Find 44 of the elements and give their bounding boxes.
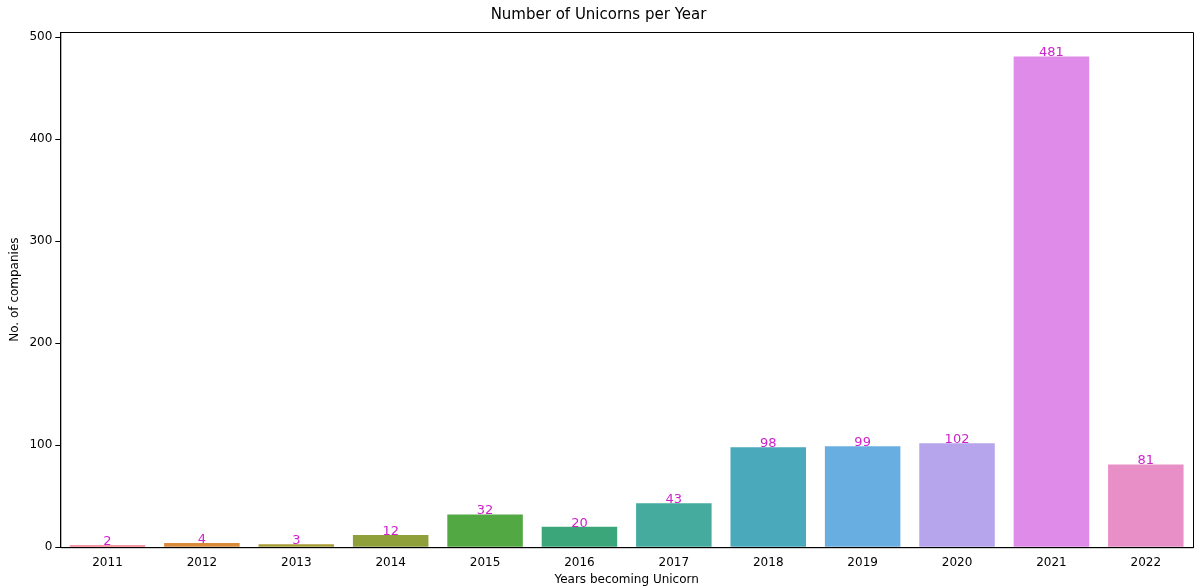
- y-tick-label: 500: [29, 29, 53, 44]
- data-label: 102: [944, 431, 970, 447]
- x-tick-label: 2021: [1036, 554, 1067, 569]
- bar: [447, 514, 523, 547]
- x-tick-label: 2013: [281, 554, 312, 569]
- bar: [730, 447, 806, 547]
- data-label: 99: [854, 434, 871, 450]
- data-label: 3: [292, 532, 301, 548]
- bar: [164, 543, 240, 547]
- x-axis-title: Years becoming Unicorn: [553, 571, 699, 586]
- y-axis-title: No. of companies: [7, 237, 22, 342]
- x-tick-label: 2017: [658, 554, 690, 569]
- y-tick-label: 400: [29, 131, 53, 146]
- data-label: 32: [476, 502, 494, 518]
- bar: [1013, 56, 1090, 547]
- y-tick-label: 100: [29, 437, 53, 452]
- x-tick-label: 2018: [752, 554, 784, 569]
- bar: [919, 443, 995, 547]
- x-tick-label: 2012: [186, 554, 218, 569]
- y-tick-label: 300: [29, 233, 53, 248]
- y-tick-label: 200: [29, 335, 53, 350]
- x-tick-label: 2011: [92, 554, 123, 569]
- x-tick-label: 2015: [469, 554, 501, 569]
- bar: [636, 503, 712, 547]
- y-tick-label: 0: [44, 539, 53, 554]
- data-label: 12: [382, 522, 399, 538]
- bar: [352, 534, 429, 547]
- x-tick-label: 2020: [941, 554, 973, 569]
- data-label: 4: [197, 530, 207, 546]
- chart-title: Number of Unicorns per Year: [490, 4, 708, 23]
- x-tick-label: 2019: [847, 554, 878, 569]
- data-label: 481: [1039, 44, 1064, 60]
- bar: [258, 544, 335, 547]
- data-label: 98: [759, 435, 777, 451]
- bar: [541, 526, 618, 547]
- data-label: 2: [103, 533, 112, 549]
- x-tick-label: 2022: [1130, 554, 1162, 569]
- data-label: 43: [665, 491, 683, 507]
- bar: [824, 446, 901, 547]
- data-label: 20: [571, 514, 588, 530]
- x-tick-label: 2014: [375, 554, 406, 569]
- bar: [1108, 464, 1184, 547]
- x-tick-label: 2016: [564, 554, 595, 569]
- data-label: 81: [1137, 452, 1155, 468]
